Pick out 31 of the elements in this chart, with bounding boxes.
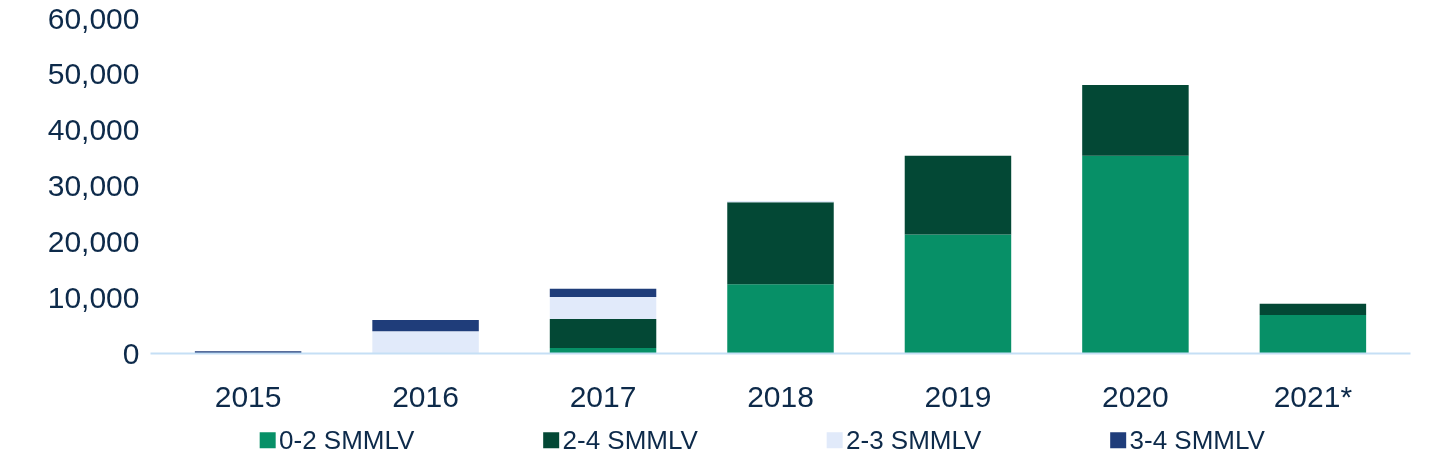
bar	[1259, 314, 1367, 354]
legend-label: 3-4 SMMLV	[1129, 425, 1266, 456]
bar	[549, 297, 657, 319]
bar	[1082, 84, 1189, 156]
bar	[904, 155, 1012, 235]
x-tick-label: 2019	[924, 379, 992, 413]
y-tick-label: 30,000	[47, 169, 140, 202]
x-tick-label: 2015	[214, 379, 282, 413]
y-tick-label: 10,000	[47, 280, 140, 314]
legend-label: 2-4 SMMLV	[562, 425, 699, 456]
bar	[727, 202, 834, 285]
x-tick-label: 2017	[569, 379, 637, 413]
legend-label: 2-3 SMMLV	[846, 425, 983, 456]
bar	[904, 234, 1012, 354]
x-tick-label: 2020	[1102, 379, 1169, 413]
bar	[1259, 303, 1367, 315]
x-tick-label: 2016	[392, 379, 459, 413]
x-tick-label: 2021*	[1273, 379, 1353, 413]
bar	[1082, 155, 1189, 354]
bar	[372, 331, 479, 354]
bar	[727, 284, 834, 354]
y-tick-label: 50,000	[47, 57, 140, 91]
x-tick-label: 2018	[747, 379, 814, 413]
bar	[549, 288, 657, 298]
bar	[549, 318, 657, 348]
legend-label: 0-2 SMMLV	[279, 425, 416, 456]
y-tick-label: 0	[122, 336, 140, 370]
y-tick-label: 60,000	[47, 1, 140, 35]
bar	[372, 320, 479, 332]
y-tick-label: 40,000	[47, 113, 140, 147]
y-tick-label: 20,000	[47, 224, 140, 258]
